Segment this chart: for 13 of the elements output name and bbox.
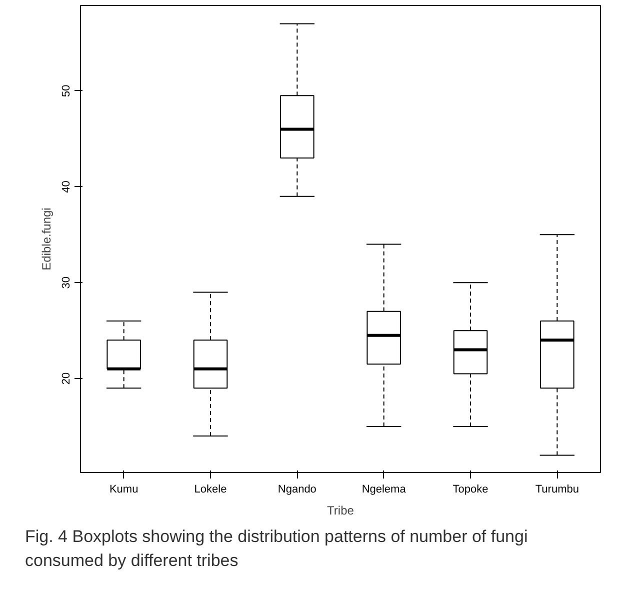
x-tick-label: Turumbu — [535, 484, 579, 496]
x-tick-label: Topoke — [452, 484, 488, 496]
y-axis-title: Edible.fungi — [40, 208, 54, 270]
x-tick-label: Ngando — [278, 484, 316, 496]
x-axis-title: Tribe — [327, 504, 354, 518]
x-tick-label: Kumu — [109, 484, 138, 496]
y-tick-label: 50 — [60, 84, 72, 97]
x-tick-label: Ngelema — [362, 484, 407, 496]
caption: Fig. 4 Boxplots showing the distribution patterns of number of fungi consumed by different tribes — [25, 526, 529, 572]
y-tick-label: 30 — [60, 276, 72, 289]
y-tick-label: 40 — [60, 180, 72, 193]
y-tick-label: 20 — [60, 372, 72, 385]
x-tick-label: Lokele — [194, 484, 227, 496]
